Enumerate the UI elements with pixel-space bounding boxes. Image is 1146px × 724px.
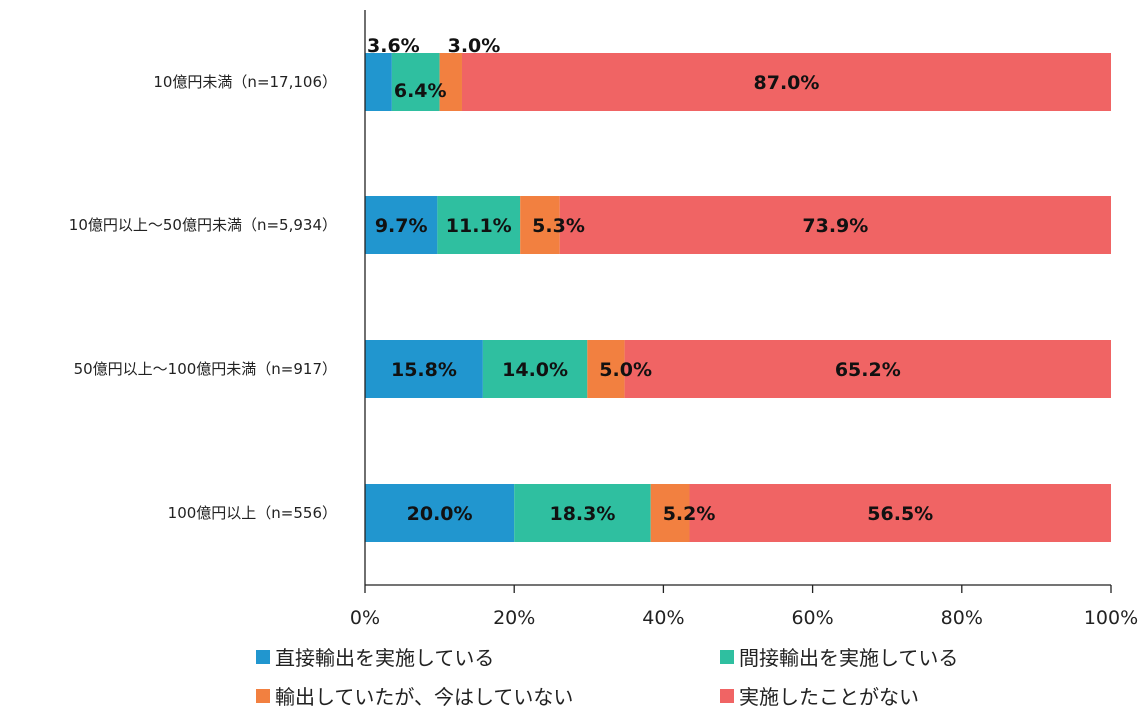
legend-swatch-3 [720,689,734,703]
category-label-3: 100億円以上（n=556） [168,504,337,522]
x-tick-label-4: 80% [941,607,983,629]
bar-segment-1-3 [559,196,1111,254]
category-labels: 10億円未満（n=17,106） 10億円以上～50億円未満（n=5,934） 50… [69,73,337,522]
data-label-3-0: 20.0% [407,503,473,525]
x-tick-label-3: 60% [791,607,833,629]
bar-segment-1-0 [365,196,438,254]
data-label-1-1: 11.1% [446,215,512,237]
data-label-1-3: 73.9% [802,215,868,237]
bar-segment-3-2 [650,484,690,542]
bar-segment-0-1 [391,53,440,111]
legend-label-1: 間接輸出を実施している [739,646,958,670]
legend-swatch-0 [256,650,270,664]
bar-segment-0-3 [461,53,1112,111]
data-label-1-2: 5.3% [532,215,585,237]
data-label-3-1: 18.3% [549,503,615,525]
data-label-2-2: 5.0% [599,359,652,381]
data-label-2-0: 15.8% [391,359,457,381]
legend-swatch-2 [256,689,270,703]
x-tick-label-1: 20% [493,607,535,629]
category-label-1: 10億円以上～50億円未満（n=5,934） [69,216,337,234]
x-tick-label-2: 40% [642,607,684,629]
data-label-3-3: 56.5% [867,503,933,525]
bar-segment-2-1 [482,340,588,398]
bar-segment-2-3 [624,340,1111,398]
data-label-0-1: 6.4% [394,80,447,102]
legend-label-3: 実施したことがない [739,685,919,709]
x-axis: 0% 20% 40% 60% 80% 100% [350,10,1138,629]
bar-segment-2-2 [587,340,625,398]
bar-segment-1-2 [520,196,560,254]
data-label-0-3: 87.0% [754,72,820,94]
bar-segment-0-0 [365,53,392,111]
data-label-2-3: 65.2% [835,359,901,381]
bar-segment-3-3 [689,484,1111,542]
legend-label-0: 直接輸出を実施している [275,646,494,670]
bar-segment-3-1 [514,484,651,542]
legend-swatch-1 [720,650,734,664]
legend-label-2: 輸出していたが、今はしていない [275,685,573,709]
data-label-1-0: 9.7% [375,215,428,237]
bar-segment-1-1 [437,196,521,254]
category-label-2: 50億円以上～100億円未満（n=917） [74,360,337,378]
data-label-0-0: 3.6% [367,35,420,57]
bar-segment-3-0 [365,484,515,542]
bars-layer [365,53,1112,542]
bar-segment-2-0 [365,340,483,398]
bar-segment-0-2 [439,53,462,111]
x-tick-label-5: 100% [1084,607,1138,629]
data-label-3-2: 5.2% [663,503,716,525]
data-label-2-1: 14.0% [502,359,568,381]
data-label-0-2: 3.0% [448,35,501,57]
data-labels: 3.6% 6.4% 3.0% 87.0% 9.7% 11.1% 5.3% 73.9% 15.8%… [367,35,933,525]
category-label-0: 10億円未満（n=17,106） [153,73,337,91]
x-tick-label-0: 0% [350,607,380,629]
